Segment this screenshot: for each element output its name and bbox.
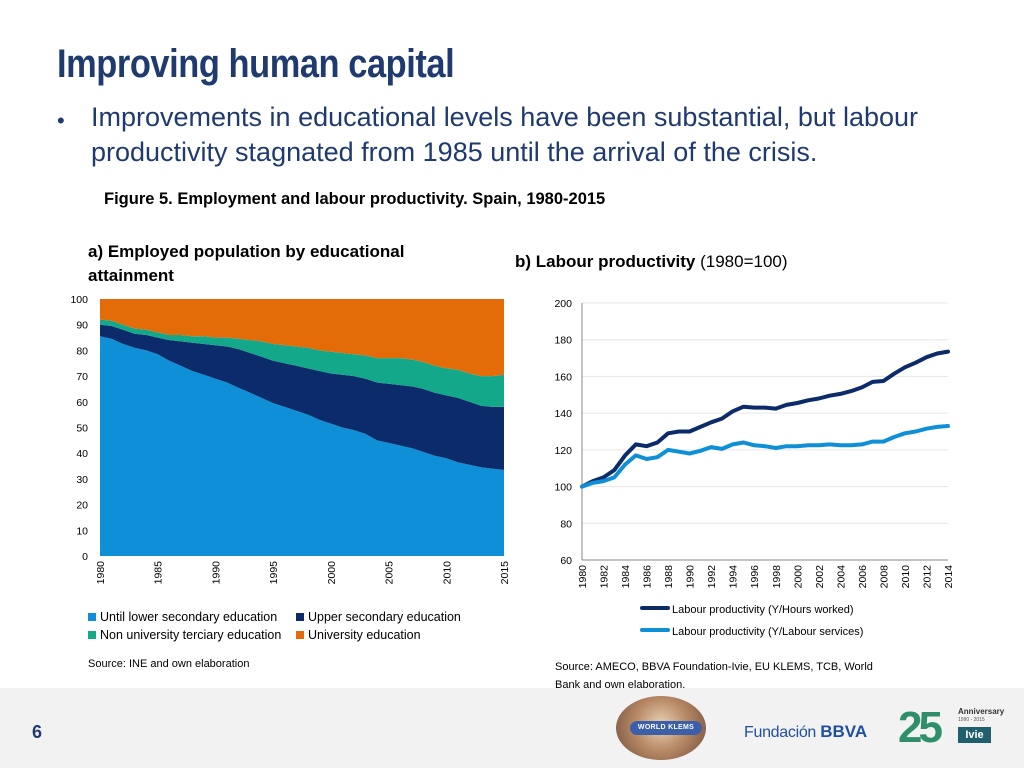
anniversary-years: 1990 - 2015 [958,717,985,723]
legend-label: Labour productivity (Y/Labour services) [672,626,864,638]
legend-item-university: University education [296,628,421,642]
bullet-text: Improvements in educational levels have … [91,102,919,167]
y-tick-label: 60 [76,397,88,409]
panel-b-title-bold: b) Labour productivity [515,252,696,271]
x-tick-label: 1994 [728,565,740,589]
footer-bar [0,688,1024,768]
panel-b-title-rest: (1980=100) [695,252,788,271]
legend-label: Until lower secondary education [100,610,278,624]
ivie-25-digits: 25 [898,704,942,746]
area-series-2 [100,319,504,407]
legend-swatch [88,613,96,621]
area-series-0 [100,336,504,556]
legend-item-upper-secondary: Upper secondary education [296,610,461,624]
y-tick-label: 90 [76,320,88,332]
ivie-logo: Ivie [958,727,991,743]
x-tick-label: 2014 [943,565,955,589]
x-tick-label: 2010 [441,561,453,585]
x-tick-label: 2015 [499,561,511,585]
area-series-3 [100,299,504,377]
legend-item-lower-secondary: Until lower secondary education [88,610,277,624]
y-tick-label: 50 [76,423,88,435]
y-tick-label: 200 [554,298,572,310]
line-series-1 [580,424,950,489]
x-tick-label: 1990 [210,561,222,585]
legend-item-non-university-terciary: Non university terciary education [88,628,281,642]
slide-title: Improving human capital [57,42,455,86]
fundacion-bbva-logo-light: Fundación [744,724,817,741]
y-tick-label: 30 [76,474,88,486]
y-tick-label: 160 [554,371,572,383]
y-tick-label: 100 [70,294,88,306]
legend-item-labour-services: Labour productivity (Y/Labour services) [640,626,863,638]
x-tick-label: 1982 [599,565,611,589]
x-tick-label: 2004 [835,565,847,589]
y-tick-label: 40 [76,448,88,460]
legend-label: Non university terciary education [100,628,282,642]
x-tick-label: 1996 [749,565,761,589]
x-tick-label: 1986 [642,565,654,589]
y-tick-label: 70 [76,371,88,383]
x-tick-label: 2006 [857,565,869,589]
bullet-icon: • [57,108,65,133]
line-series-0 [580,349,950,489]
area-series-1 [100,324,504,470]
legend-swatch [88,631,96,639]
x-tick-label: 1992 [706,565,718,589]
fundacion-bbva-logo: Fundación BBVA [744,722,867,742]
y-tick-label: 120 [554,445,572,457]
panel-a-title: a) Employed population by educational at… [88,242,405,285]
x-tick-label: 2000 [326,561,338,585]
legend-swatch [296,613,304,621]
x-tick-label: 2010 [900,565,912,589]
y-tick-label: 80 [560,518,572,530]
legend-swatch [296,631,304,639]
x-tick-label: 1980 [577,565,589,589]
figure-title: Figure 5. Employment and labour producti… [104,190,606,208]
y-tick-label: 180 [554,335,572,347]
legend-line-swatch [640,628,670,632]
fundacion-bbva-logo-bold: BBVA [820,722,868,741]
legend-line-swatch [640,606,670,610]
x-tick-label: 2012 [921,565,933,589]
legend-label: Labour productivity (Y/Hours worked) [672,604,854,616]
y-tick-label: 100 [554,482,572,494]
y-tick-label: 140 [554,408,572,420]
y-tick-label: 10 [76,525,88,537]
x-tick-label: 1990 [685,565,697,589]
x-tick-label: 1985 [153,561,165,585]
x-tick-label: 1984 [620,565,632,589]
x-tick-label: 1995 [268,561,280,585]
y-tick-label: 80 [76,345,88,357]
world-klems-logo-text: WORLD KLEMS [630,721,702,735]
anniversary-label: Anniversary [958,707,1005,716]
x-tick-label: 1988 [663,565,675,589]
x-tick-label: 2000 [792,565,804,589]
panel-a-source: Source: INE and own elaboration [88,658,250,670]
legend-label: Upper secondary education [308,610,461,624]
ivie-25-logo: 25 [898,704,946,746]
panel-b-title: b) Labour productivity (1980=100) [515,252,788,272]
x-tick-label: 1998 [771,565,783,589]
y-tick-label: 20 [76,500,88,512]
x-tick-label: 2005 [384,561,396,585]
y-tick-label: 0 [82,551,88,563]
legend-label: University education [308,628,421,642]
page-number: 6 [32,722,43,742]
x-tick-label: 2002 [814,565,826,589]
legend-item-hours-worked: Labour productivity (Y/Hours worked) [640,604,854,616]
x-tick-label: 2008 [878,565,890,589]
x-tick-label: 1980 [95,561,107,585]
y-tick-label: 60 [560,555,572,567]
